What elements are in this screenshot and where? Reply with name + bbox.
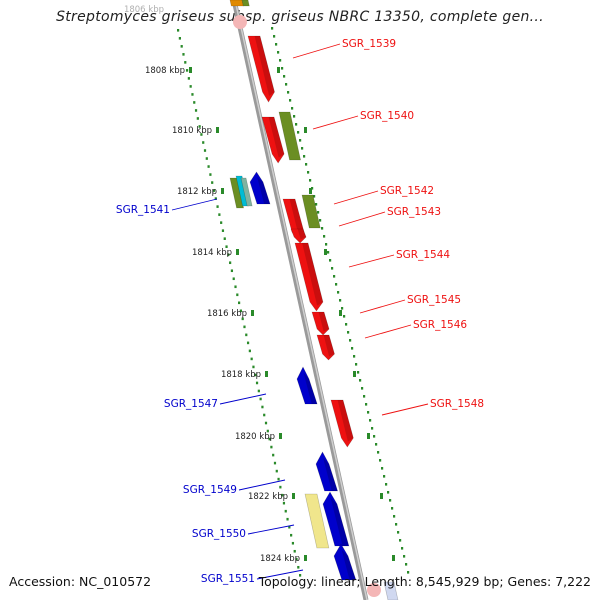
gene-sgr-1548[interactable]: [330, 399, 354, 448]
feature-teal-1541[interactable]: [240, 177, 253, 207]
gene-label-sgr-1544[interactable]: SGR_1544: [396, 249, 450, 261]
kbp-tick-label: 1822 kbp: [248, 492, 288, 502]
kbp-tick-mark: [339, 310, 342, 316]
kbp-tick-mark: [216, 127, 219, 133]
kbp-tick-mark: [304, 127, 307, 133]
kbp-partial-label: 1806 kbp: [124, 5, 164, 15]
gene-sgr-1544[interactable]: [294, 242, 324, 312]
gene-leader-line: [171, 198, 218, 211]
gene-sgr-1546[interactable]: [316, 334, 335, 361]
kbp-tick-mark: [236, 249, 239, 255]
gene-label-sgr-1543[interactable]: SGR_1543: [387, 206, 441, 218]
gene-label-sgr-1551[interactable]: SGR_1551: [201, 573, 255, 585]
ruler-track-right: [271, 27, 410, 574]
gene-label-sgr-1547[interactable]: SGR_1547: [164, 398, 218, 410]
kbp-tick-label: 1810 kbp: [172, 126, 212, 136]
kbp-tick-label: 1812 kbp: [177, 187, 217, 197]
page-title: Streptomyces griseus subsp. griseus NBRC…: [56, 9, 544, 25]
gene-leader-line: [312, 115, 359, 130]
gene-leader-line: [364, 324, 412, 339]
partial-feature[interactable]: [241, 0, 250, 7]
kbp-tick-mark: [279, 433, 282, 439]
gene-label-sgr-1546[interactable]: SGR_1546: [413, 319, 467, 331]
gene-sgr-1551[interactable]: [333, 543, 357, 581]
kbp-tick-mark: [380, 493, 383, 499]
kbp-tick-mark: [309, 188, 312, 194]
feature-pale-1550[interactable]: [304, 493, 330, 549]
kbp-tick-mark: [292, 493, 295, 499]
kbp-tick-mark: [367, 433, 370, 439]
partial-feature[interactable]: [383, 581, 399, 600]
kbp-tick-label: 1820 kbp: [235, 432, 275, 442]
kbp-tick-label: 1818 kbp: [221, 370, 261, 380]
partial-feature: [367, 583, 381, 597]
gene-leader-line: [348, 254, 395, 268]
gene-label-sgr-1542[interactable]: SGR_1542: [380, 185, 434, 197]
feature-olive-1540[interactable]: [278, 111, 301, 161]
gene-label-sgr-1539[interactable]: SGR_1539: [342, 38, 396, 50]
gene-leader-line: [381, 403, 429, 416]
genome-summary: Topology: linear; Length: 8,545,929 bp; …: [258, 574, 591, 589]
kbp-tick-mark: [353, 371, 356, 377]
gene-label-sgr-1550[interactable]: SGR_1550: [192, 528, 246, 540]
kbp-tick-mark: [189, 67, 192, 73]
gene-sgr-1539[interactable]: [247, 35, 275, 103]
feature-olive-1541[interactable]: [229, 177, 244, 209]
gene-sgr-1541[interactable]: [249, 171, 271, 205]
gene-label-sgr-1548[interactable]: SGR_1548: [430, 398, 484, 410]
kbp-tick-mark: [265, 371, 268, 377]
genome-line: [231, 0, 369, 600]
gene-label-sgr-1541[interactable]: SGR_1541: [116, 204, 170, 216]
partial-feature: [233, 15, 247, 29]
gene-sgr-1540[interactable]: [261, 116, 285, 164]
kbp-tick-label: 1824 kbp: [260, 554, 300, 564]
kbp-tick-mark: [324, 249, 327, 255]
gene-leader-line: [238, 479, 286, 491]
gene-sgr-1547[interactable]: [296, 366, 318, 405]
kbp-tick-label: 1816 kbp: [207, 309, 247, 319]
kbp-tick-mark: [304, 555, 307, 561]
gene-leader-line: [247, 524, 295, 535]
feature-olive-1543[interactable]: [301, 194, 321, 229]
partial-feature[interactable]: [229, 0, 244, 7]
gene-leader-line: [256, 569, 304, 580]
gene-sgr-1545[interactable]: [311, 311, 330, 336]
gene-leader-line: [292, 43, 341, 59]
kbp-tick-mark: [392, 555, 395, 561]
gene-leader-line: [359, 299, 406, 314]
gene-sgr-1549[interactable]: [315, 451, 338, 492]
gene-label-sgr-1540[interactable]: SGR_1540: [360, 110, 414, 122]
gene-leader-line: [219, 393, 267, 405]
gene-leader-line: [333, 190, 379, 205]
gene-label-sgr-1545[interactable]: SGR_1545: [407, 294, 461, 306]
kbp-tick-mark: [221, 188, 224, 194]
kbp-tick-label: 1808 kbp: [145, 66, 185, 76]
kbp-tick-mark: [251, 310, 254, 316]
kbp-tick-label: 1814 kbp: [192, 248, 232, 258]
kbp-tick-mark: [277, 67, 280, 73]
gene-label-sgr-1549[interactable]: SGR_1549: [183, 484, 237, 496]
gene-sgr-1543[interactable]: [290, 228, 307, 244]
ruler-track-left: [177, 29, 302, 577]
gene-leader-line: [338, 211, 386, 227]
accession-label: Accession: NC_010572: [9, 574, 152, 589]
